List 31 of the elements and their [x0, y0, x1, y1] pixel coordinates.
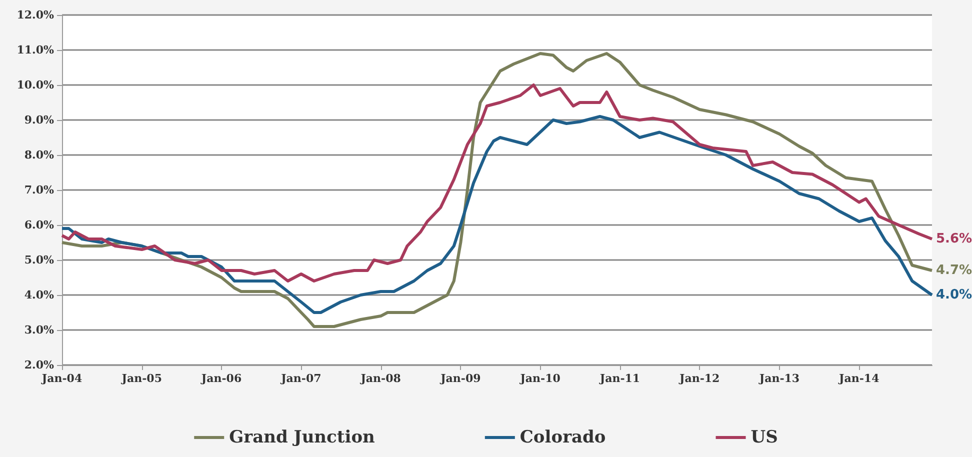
y-tick-label: 11.0% — [16, 44, 55, 56]
y-tick-label: 9.0% — [24, 114, 55, 126]
legend-label: Grand Junction — [229, 428, 375, 448]
y-tick-label: 3.0% — [24, 324, 55, 336]
x-tick-label: Jan-07 — [280, 372, 322, 385]
line-series — [60, 84, 934, 282]
x-tick-label: Jan-06 — [200, 372, 242, 385]
y-tick-label: 4.0% — [24, 288, 55, 302]
data-label: 5.6% — [936, 232, 972, 246]
data-label: 4.7% — [936, 263, 972, 278]
x-tick-label: Jan-13 — [758, 372, 800, 385]
y-tick-label: 10.0% — [16, 78, 55, 92]
legend-label: US — [750, 428, 778, 448]
y-tick-label: 7.0% — [24, 184, 55, 196]
y-tick-label: 6.0% — [24, 218, 55, 232]
legend-label: Colorado — [520, 428, 606, 448]
x-tick-label: Jan-08 — [360, 372, 402, 385]
line-series — [60, 52, 934, 328]
y-tick-label: 12.0% — [16, 8, 55, 22]
x-tick-label: Jan-09 — [440, 372, 481, 385]
y-tick-label: 8.0% — [24, 148, 55, 162]
y-tick-label: 2.0% — [24, 358, 55, 372]
x-tick-label: Jan-11 — [598, 372, 640, 385]
data-label: 4.0% — [936, 288, 972, 302]
x-tick-label: Jan-10 — [519, 372, 561, 385]
x-tick-label: Jan-12 — [678, 372, 720, 385]
line-series — [60, 115, 934, 314]
y-tick-label: 5.0% — [24, 254, 55, 266]
x-tick-label: Jan-14 — [838, 372, 880, 385]
x-tick-label: Jan-05 — [120, 372, 162, 385]
x-tick-label: Jan-04 — [40, 372, 82, 385]
